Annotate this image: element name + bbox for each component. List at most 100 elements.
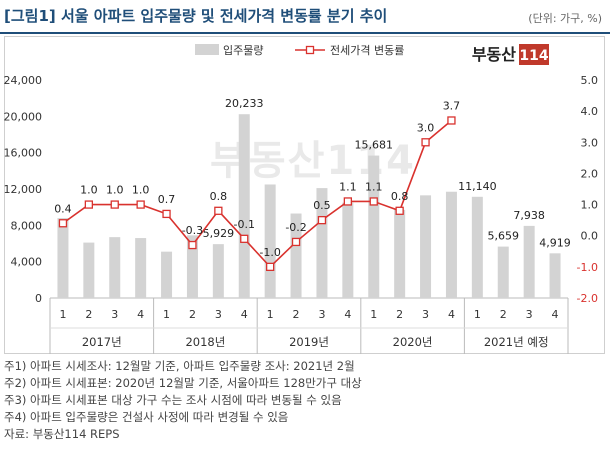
bar [212,244,224,298]
line-value-label: 0.4 [54,202,72,215]
line-marker [58,219,68,228]
bar [497,246,509,298]
line-marker [188,240,197,250]
line-value-label: 1.1 [365,180,383,193]
bar [83,242,95,298]
line-value-label: -0.1 [234,218,255,231]
line-value-label: 0.5 [313,199,331,212]
x-tick-label: 2 [189,308,196,321]
bar [420,195,432,298]
y-left-tick-label: 0 [35,292,42,305]
bar [316,188,328,298]
line-marker [162,209,171,219]
x-group-label: 2021년 예정 [484,335,549,349]
bar-value-label: 20,233 [225,97,264,110]
bar-value-label: 7,938 [513,209,545,222]
bar [57,218,69,298]
x-tick-label: 4 [344,308,351,321]
y-left-tick-label: 24,000 [4,74,43,87]
line-value-label: 1.0 [80,184,98,197]
y-right-tick-label: 3.0 [581,136,599,149]
line-marker [240,234,249,243]
y-right-tick-label: 5.0 [581,74,599,87]
line-value-label: 1.0 [132,184,150,197]
bar-value-label: 4,919 [539,236,571,249]
bar [342,202,354,298]
y-right-tick-label: 1.0 [581,199,599,212]
chart-frame [4,36,605,354]
header: [그림1] 서울 아파트 입주물량 및 전세가격 변동률 분기 추이 (단위: … [0,0,610,36]
line-value-label: 1.0 [106,184,124,197]
x-tick-label: 1 [474,308,481,321]
note-1: 주1) 아파트 시세조사: 12월말 기준, 아파트 입주물량 조사: 2021… [4,359,355,373]
y-right-tick-label: 4.0 [581,105,599,118]
line-marker [84,200,93,209]
notes: 주1) 아파트 시세조사: 12월말 기준, 아파트 입주물량 조사: 2021… [4,358,604,443]
unit-label: (단위: 가구, %) [528,12,602,25]
bar [238,114,250,298]
bar [109,237,121,298]
bar [394,209,406,298]
x-tick-label: 4 [137,308,144,321]
note-2: 주2) 아파트 시세표본: 2020년 12월말 기준, 서울아파트 128만가… [4,376,362,390]
x-tick-label: 3 [318,308,325,321]
chart: 0 4,000 8,000 12,000 16,000 20,000 24,000 -2.0 -… [4,44,599,354]
line-marker [421,138,430,147]
x-tick-label: 4 [241,308,248,321]
x-tick-label: 3 [526,308,533,321]
bar [290,213,302,298]
bar [549,253,561,298]
x-tick-label: 3 [111,308,118,321]
x-tick-label: 1 [370,308,377,321]
y-left-tick-label: 20,000 [4,110,43,123]
brand-logo-badge [519,44,549,65]
line-value-label: 3.7 [443,99,461,112]
x-tick-label: 1 [59,308,66,321]
line-marker [291,237,301,247]
y-left-tick-label: 4,000 [11,256,43,269]
bar [471,196,483,298]
bar-value-label: 5,659 [488,230,520,243]
y-left-tick-label: 8,000 [11,219,43,232]
brand-logo-badge-text: 114 [519,48,548,64]
line-marker [343,197,353,206]
note-4: 주4) 아파트 입주물량은 건설사 사정에 따라 변경될 수 있음 [4,410,289,424]
bar-value-label: 15,681 [355,139,394,152]
page-title: [그림1] 서울 아파트 입주물량 및 전세가격 변동률 분기 추이 [4,7,388,25]
line-value-label: 0.8 [391,190,409,203]
line-marker [265,262,275,272]
bar [135,238,147,298]
bar [161,251,173,298]
y-left-tick-label: 16,000 [4,147,43,160]
note-3: 주3) 아파트 시세표본 대상 가구 수는 조사 시점에 따라 변동될 수 있음 [4,393,342,407]
source-note: 자료: 부동산114 REPS [4,427,120,441]
line-marker [395,206,404,215]
bar [445,191,457,298]
line-value-label: 1.1 [339,180,357,193]
line-value-label: -1.0 [259,246,280,259]
header-rule [0,32,610,34]
x-group-label: 2017년 [82,335,122,349]
legend-bar-swatch [195,44,219,55]
x-tick-label: 2 [293,308,300,321]
bar-value-label: 5,929 [203,227,235,240]
x-group-label: 2018년 [185,335,225,349]
legend-line-label: 전세가격 변동률 [330,44,404,57]
x-tick-label: 2 [500,308,507,321]
bar [523,225,535,298]
legend-bar-label: 입주물량 [223,44,263,57]
line-marker [317,215,327,225]
x-tick-label: 2 [396,308,403,321]
x-tick-label: 1 [267,308,274,321]
x-tick-label: 3 [215,308,222,321]
line-marker [110,200,119,209]
x-tick-label: 3 [422,308,429,321]
legend-line-marker [305,45,315,55]
x-tick-label: 4 [552,308,559,321]
bar [186,235,198,298]
line-value-label: -0.2 [285,221,306,234]
line-value-label: 0.7 [158,193,176,206]
line-value-label: 0.8 [210,190,228,203]
x-tick-label: 4 [448,308,455,321]
y-right-tick-label: -2.0 [577,292,598,305]
